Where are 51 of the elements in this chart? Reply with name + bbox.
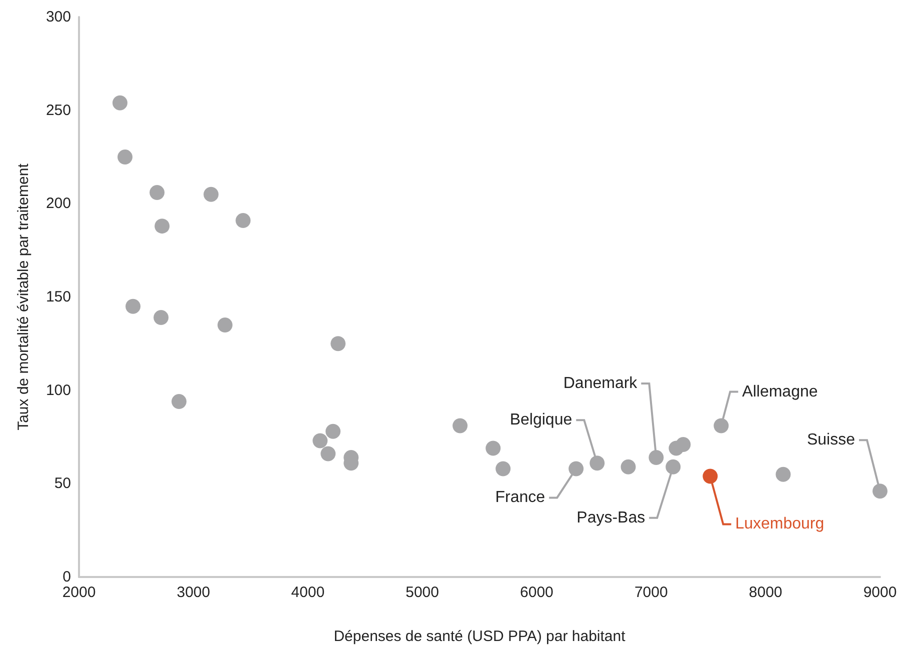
point: [666, 459, 681, 474]
x-tick-label: 9000: [863, 584, 897, 601]
x-tick-label: 4000: [291, 584, 325, 601]
point: [154, 218, 170, 234]
point: [204, 186, 219, 202]
point: [312, 433, 328, 448]
point: [590, 456, 605, 471]
y-tick-label: 150: [46, 288, 71, 306]
point: [648, 450, 664, 466]
point: [568, 461, 584, 476]
x-tick-label: 6000: [520, 584, 554, 601]
annotation: Belgique: [510, 412, 572, 429]
annotation: Suisse: [806, 432, 856, 449]
x-tick-label: 5000: [406, 584, 439, 601]
point: [236, 212, 251, 228]
point: [620, 459, 636, 474]
y-tick-label: 50: [54, 475, 71, 492]
point: [776, 466, 791, 482]
point: [676, 436, 691, 452]
point: [150, 184, 165, 200]
x-tick-label: 7000: [634, 584, 668, 601]
point: [112, 95, 128, 110]
point: [172, 394, 187, 410]
point: [702, 468, 718, 484]
point: [330, 336, 346, 352]
point: [496, 461, 511, 476]
point: [714, 418, 729, 434]
x-tick-label: 8000: [748, 584, 782, 601]
y-tick-label: 0: [62, 568, 71, 586]
annotation: Danemark: [563, 375, 638, 392]
text: Luxembourg: [735, 516, 824, 533]
x-tick-label: 3000: [176, 584, 210, 601]
point: [154, 310, 169, 326]
point: [218, 318, 233, 332]
annotation: Allemagne: [742, 383, 818, 400]
point: [452, 418, 468, 434]
y-tick-label: 300: [46, 8, 71, 26]
x-axis-title: Dépenses de santé (USD PPA) par habitant: [334, 628, 626, 645]
annotation: Pays-Bas: [576, 509, 646, 526]
x-tick-label: 2000: [62, 584, 96, 601]
point: [320, 446, 336, 462]
point: [326, 424, 341, 439]
point: [486, 440, 501, 456]
annotation: France: [495, 489, 546, 506]
point: [118, 150, 132, 164]
y-tick-label: 250: [46, 102, 71, 119]
y-tick-label: 100: [46, 382, 71, 399]
point: [126, 298, 141, 314]
point: [872, 484, 888, 499]
y-axis-title: Taux de mortalité évitable par traitement: [15, 162, 32, 430]
y-tick-label: 200: [46, 195, 71, 212]
